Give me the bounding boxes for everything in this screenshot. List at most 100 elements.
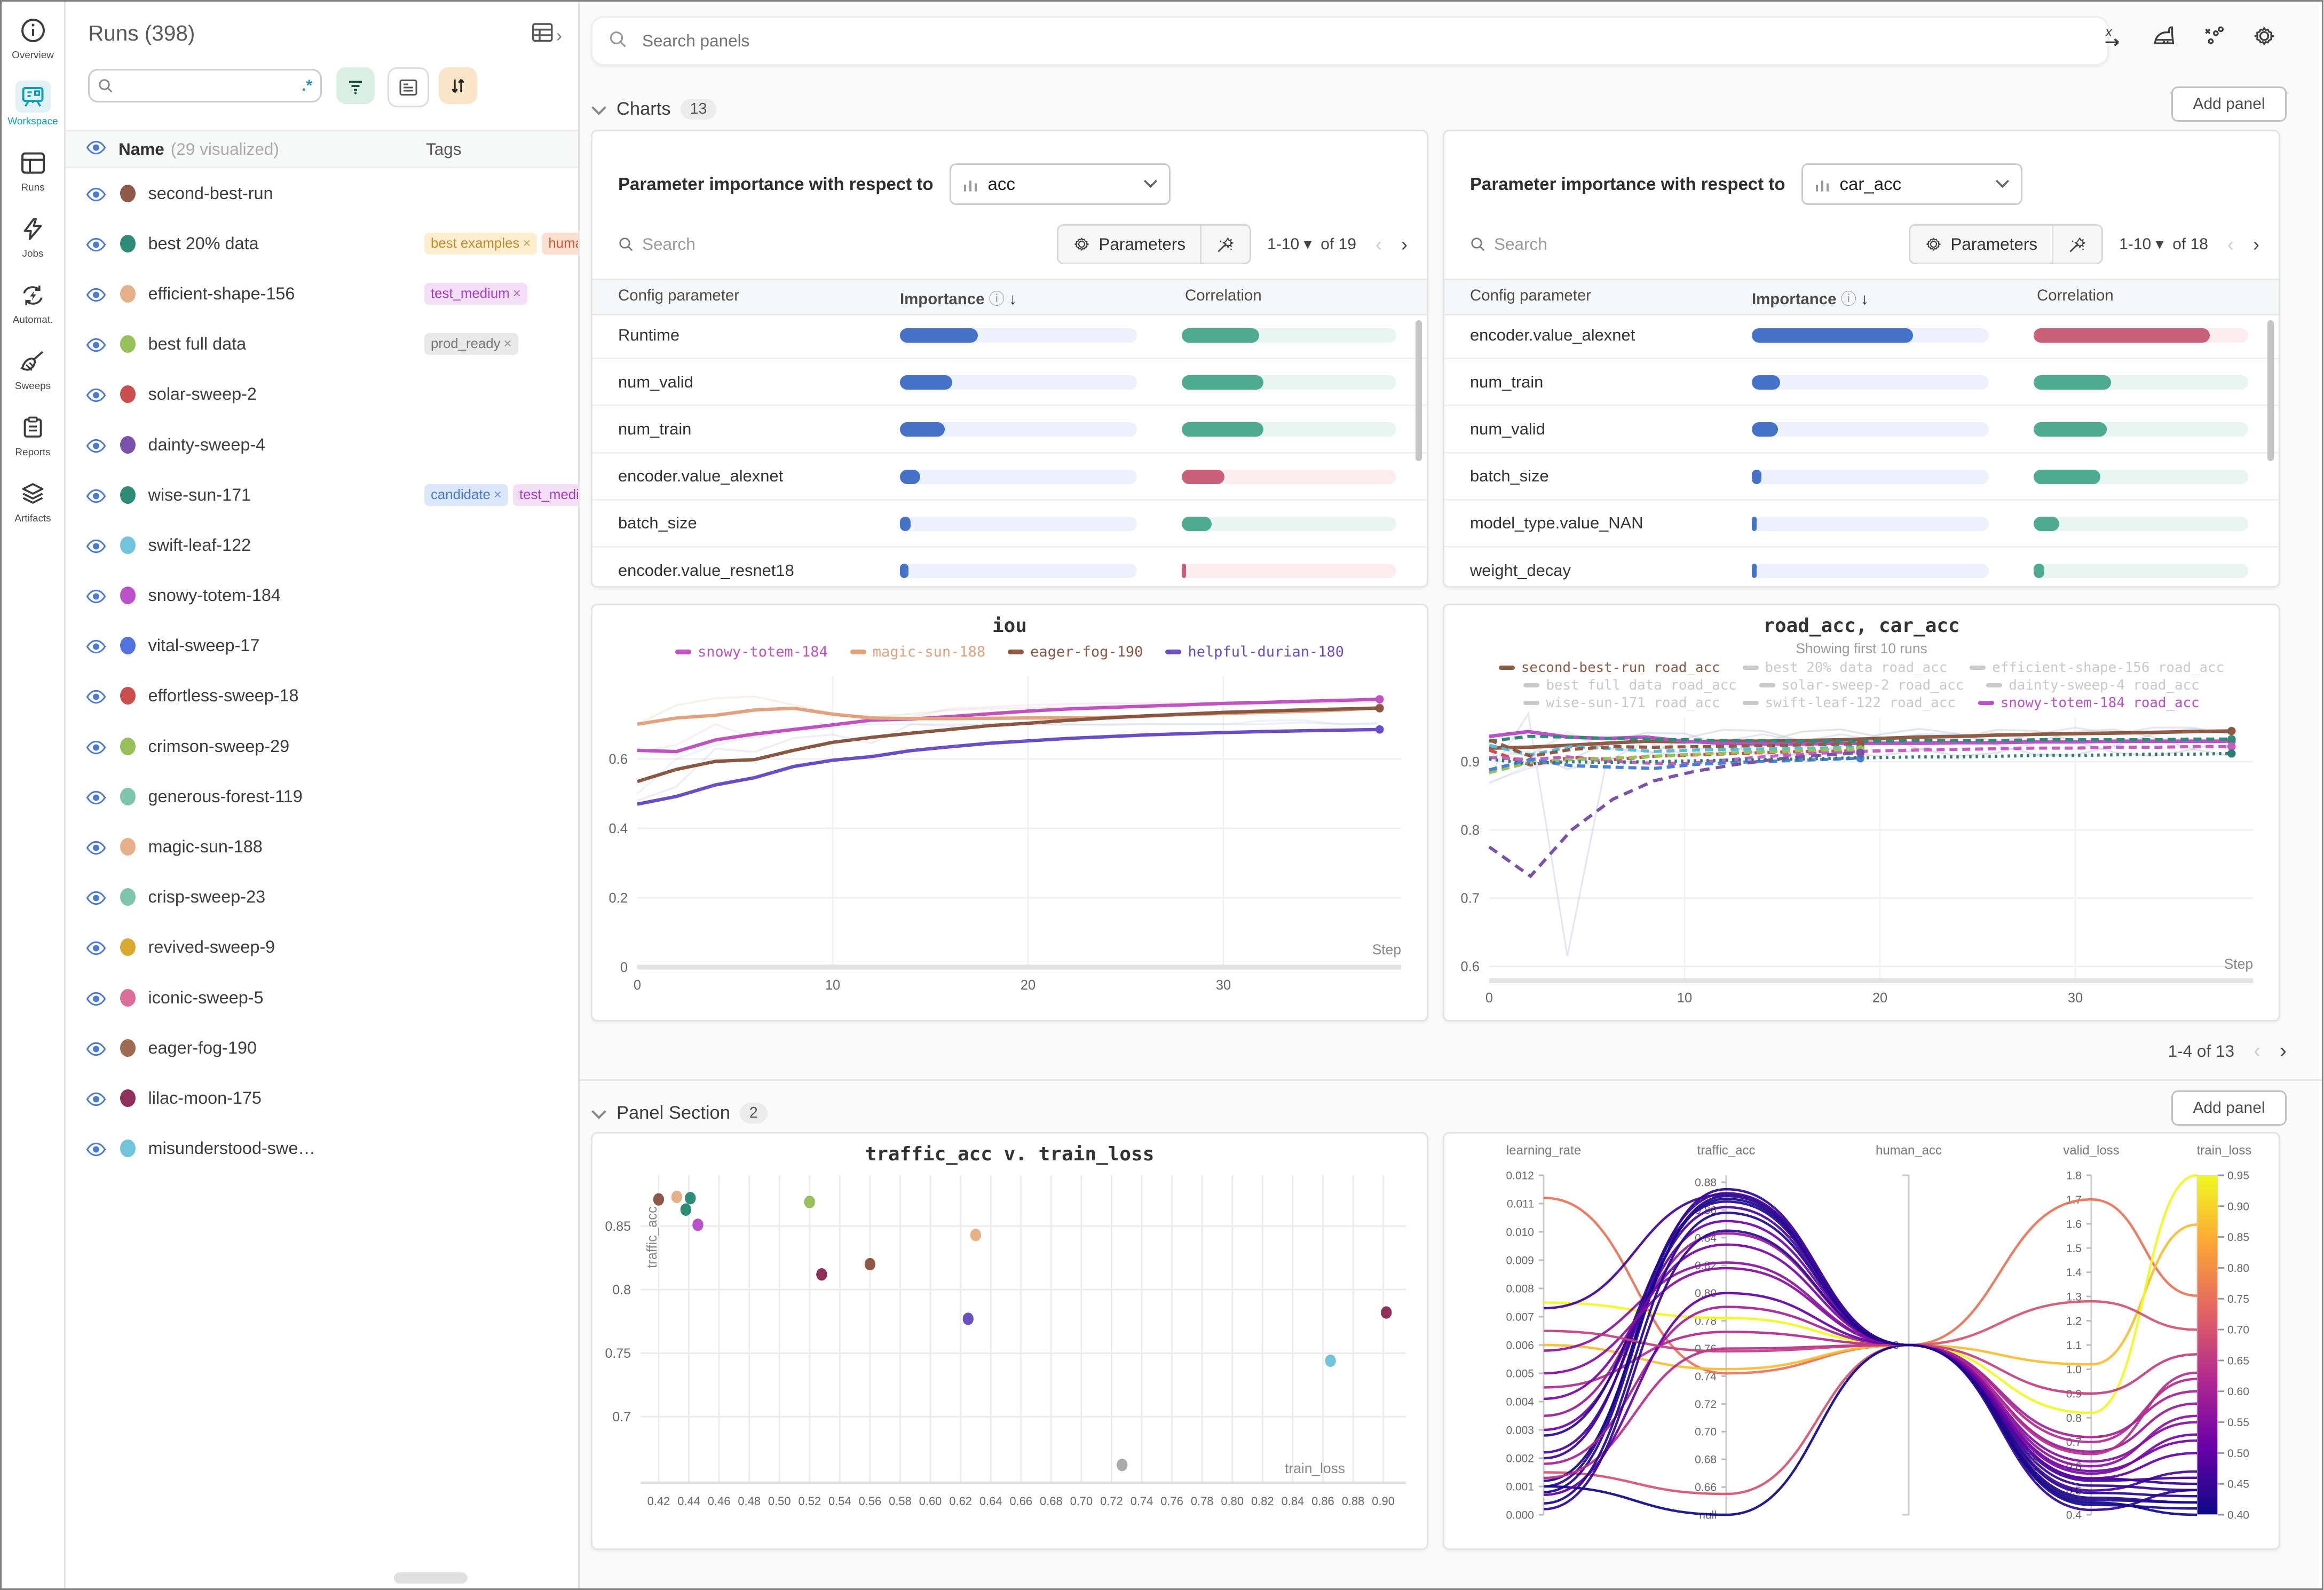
- page-next-icon[interactable]: ›: [2253, 233, 2259, 255]
- run-tag[interactable]: test_medium ×: [424, 282, 527, 305]
- add-panel-button[interactable]: Add panel: [2171, 86, 2287, 122]
- run-name[interactable]: snowy-totem-184: [148, 586, 281, 605]
- eye-icon[interactable]: [86, 832, 106, 861]
- eye-icon[interactable]: [86, 983, 106, 1012]
- runs-col-name[interactable]: Name: [118, 139, 164, 159]
- param-row[interactable]: encoder.value_resnet18: [592, 548, 1427, 586]
- col-correlation[interactable]: Correlation: [2037, 287, 2114, 304]
- param-row[interactable]: batch_size: [1444, 454, 2279, 501]
- magic-wand-button[interactable]: [1200, 226, 1250, 263]
- metric-select[interactable]: car_acc: [1801, 163, 2022, 205]
- param-row[interactable]: Runtime: [592, 312, 1427, 360]
- page-prev-icon[interactable]: ‹: [2227, 233, 2234, 255]
- eye-icon[interactable]: [86, 882, 106, 912]
- run-name[interactable]: best 20% data: [148, 233, 259, 253]
- param-pagination[interactable]: 1-10 ▾ of 18: [2119, 235, 2208, 253]
- add-panel-button[interactable]: Add panel: [2171, 1090, 2287, 1126]
- sidebar-item-sweeps[interactable]: Sweeps: [3, 345, 64, 392]
- run-name[interactable]: revived-sweep-9: [148, 937, 275, 957]
- legend-item[interactable]: helpful-durian-180: [1165, 644, 1344, 660]
- run-name[interactable]: eager-fog-190: [148, 1038, 257, 1057]
- run-row[interactable]: dainty-sweep-4: [66, 420, 578, 470]
- eye-icon[interactable]: [86, 139, 106, 159]
- eye-icon[interactable]: [86, 932, 106, 962]
- run-tag[interactable]: humans›: [542, 232, 578, 255]
- runs-col-tags[interactable]: Tags: [426, 139, 462, 159]
- run-row[interactable]: wise-sun-171 candidate×test_medium: [66, 470, 578, 520]
- run-row[interactable]: magic-sun-188: [66, 821, 578, 872]
- param-search[interactable]: Search: [618, 234, 1057, 254]
- runs-panel-scroll-handle[interactable]: [394, 1572, 468, 1584]
- param-importance-panel-acc[interactable]: Parameter importance with respect to acc S…: [591, 130, 1428, 588]
- run-row[interactable]: eager-fog-190: [66, 1023, 578, 1073]
- eye-icon[interactable]: [86, 531, 106, 560]
- eye-icon[interactable]: [86, 480, 106, 510]
- metric-select[interactable]: acc: [949, 163, 1171, 205]
- run-row[interactable]: misunderstood-swe…: [66, 1124, 578, 1174]
- eye-icon[interactable]: [86, 581, 106, 610]
- param-row[interactable]: num_valid: [592, 359, 1427, 407]
- sidebar-item-runs[interactable]: Runs: [3, 147, 64, 194]
- parallel-coords-panel[interactable]: learning_rate traffic_acc human_acc valid_l…: [1443, 1132, 2280, 1550]
- tag-close-icon[interactable]: ×: [493, 487, 502, 502]
- run-row[interactable]: solar-sweep-2: [66, 369, 578, 420]
- page-next-icon[interactable]: ›: [1401, 233, 1408, 255]
- sidebar-item-jobs[interactable]: Jobs: [3, 213, 64, 260]
- param-row[interactable]: num_train: [592, 406, 1427, 454]
- run-name[interactable]: efficient-shape-156: [148, 283, 295, 303]
- run-row[interactable]: revived-sweep-9: [66, 922, 578, 972]
- sidebar-item-artifacts[interactable]: Artifacts: [3, 478, 64, 525]
- eye-icon[interactable]: [86, 782, 106, 811]
- smoothing-icon[interactable]: [2152, 25, 2176, 54]
- chevron-down-icon[interactable]: [591, 1098, 607, 1128]
- scrollbar-thumb[interactable]: [2267, 320, 2274, 461]
- param-row[interactable]: encoder.value_alexnet: [1444, 312, 2279, 360]
- legend-item[interactable]: efficient-shape-156 road_acc: [1970, 660, 2224, 676]
- legend-item[interactable]: solar-sweep-2 road_acc: [1759, 677, 1964, 693]
- parameters-button[interactable]: Parameters: [1058, 226, 1200, 263]
- run-name[interactable]: iconic-sweep-5: [148, 987, 264, 1007]
- runs-filter-button[interactable]: [336, 67, 375, 104]
- eye-icon[interactable]: [86, 681, 106, 710]
- road-acc-chart-panel[interactable]: road_acc, car_acc Showing first 10 runs se…: [1443, 604, 2280, 1022]
- run-row[interactable]: iconic-sweep-5: [66, 972, 578, 1023]
- magic-wand-button[interactable]: [2052, 226, 2101, 263]
- charts-section-title[interactable]: Charts: [616, 99, 671, 119]
- sidebar-item-workspace[interactable]: Workspace: [3, 81, 64, 128]
- eye-icon[interactable]: [86, 631, 106, 660]
- panel-section-title[interactable]: Panel Section: [616, 1103, 730, 1123]
- runs-search-input[interactable]: [114, 75, 302, 96]
- sidebar-item-reports[interactable]: Reports: [3, 412, 64, 458]
- run-name[interactable]: crimson-sweep-29: [148, 736, 290, 756]
- eye-icon[interactable]: [86, 1134, 106, 1163]
- run-name[interactable]: lilac-moon-175: [148, 1088, 262, 1108]
- run-row[interactable]: lilac-moon-175: [66, 1073, 578, 1123]
- col-importance[interactable]: Importance ⓘ ↓: [900, 290, 1017, 308]
- legend-item[interactable]: eager-fog-190: [1008, 644, 1143, 660]
- outliers-icon[interactable]: [2202, 25, 2226, 54]
- param-search[interactable]: Search: [1470, 234, 1909, 254]
- legend-item[interactable]: best 20% data road_acc: [1742, 660, 1947, 676]
- run-name[interactable]: second-best-run: [148, 183, 273, 203]
- run-name[interactable]: effortless-sweep-18: [148, 686, 299, 706]
- run-row[interactable]: best full data prod_ready ×: [66, 319, 578, 369]
- tag-close-icon[interactable]: ×: [503, 336, 512, 352]
- legend-item[interactable]: snowy-totem-184 road_acc: [1978, 695, 2200, 711]
- run-row[interactable]: second-best-run: [66, 168, 578, 218]
- run-name[interactable]: crisp-sweep-23: [148, 887, 266, 907]
- run-row[interactable]: generous-forest-119: [66, 771, 578, 821]
- settings-gear-icon[interactable]: [2251, 24, 2277, 54]
- eye-icon[interactable]: [86, 179, 106, 208]
- run-name[interactable]: solar-sweep-2: [148, 384, 257, 404]
- run-row[interactable]: snowy-totem-184: [66, 571, 578, 621]
- param-row[interactable]: num_valid: [1444, 406, 2279, 454]
- legend-item[interactable]: best full data road_acc: [1523, 677, 1737, 693]
- runs-table-expand-button[interactable]: ›: [532, 21, 562, 50]
- eye-icon[interactable]: [86, 1083, 106, 1113]
- param-row[interactable]: num_train: [1444, 359, 2279, 407]
- run-row[interactable]: crisp-sweep-23: [66, 872, 578, 922]
- scatter-chart-panel[interactable]: traffic_acc v. train_loss 0.7 0.75 0.8 0.85 0…: [591, 1132, 1428, 1550]
- x-axis-settings-icon[interactable]: x: [2102, 25, 2127, 54]
- legend-item[interactable]: snowy-totem-184: [675, 644, 828, 660]
- eye-icon[interactable]: [86, 1033, 106, 1063]
